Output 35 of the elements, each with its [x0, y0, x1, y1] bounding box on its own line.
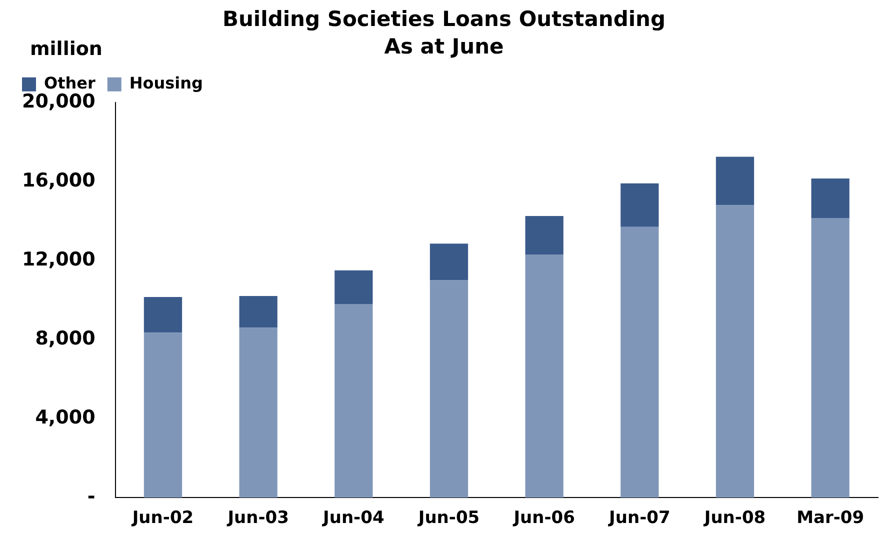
chart-title: Building Societies Loans Outstanding — [222, 7, 666, 32]
bar — [811, 218, 850, 498]
bar — [525, 216, 564, 255]
legend-label: Housing — [129, 74, 204, 93]
x-tick-label: Jun-08 — [703, 508, 766, 528]
bar — [620, 226, 659, 498]
bar — [430, 280, 468, 498]
bar — [144, 297, 182, 333]
bar — [144, 332, 182, 498]
x-tick-label: Jun-07 — [608, 508, 670, 528]
legend-label: Other — [44, 74, 96, 93]
y-tick-label: 20,000 — [22, 90, 96, 112]
bar — [334, 270, 373, 304]
y-axis-title: million — [30, 38, 102, 60]
y-tick-label: - — [87, 486, 96, 508]
bar — [525, 254, 564, 498]
x-tick-label: Jun-05 — [417, 508, 480, 528]
chart-subtitle: As at June — [384, 34, 504, 58]
x-tick-label: Jun-02 — [131, 508, 194, 528]
x-tick-label: Jun-06 — [512, 508, 575, 528]
bar — [239, 296, 278, 328]
bar — [716, 156, 754, 206]
bar — [239, 328, 278, 498]
y-tick-label: 4,000 — [35, 406, 96, 428]
y-tick-label: 16,000 — [22, 169, 96, 192]
bar — [811, 178, 850, 218]
bar — [716, 205, 754, 498]
x-tick-label: Jun-03 — [226, 508, 289, 528]
x-tick-label: Jun-04 — [322, 508, 384, 528]
bar — [430, 244, 468, 280]
x-tick-label: Mar-09 — [796, 508, 864, 528]
bar — [620, 183, 659, 227]
bar — [334, 304, 373, 498]
y-tick-label: 8,000 — [35, 327, 96, 350]
y-tick-label: 12,000 — [22, 248, 96, 270]
